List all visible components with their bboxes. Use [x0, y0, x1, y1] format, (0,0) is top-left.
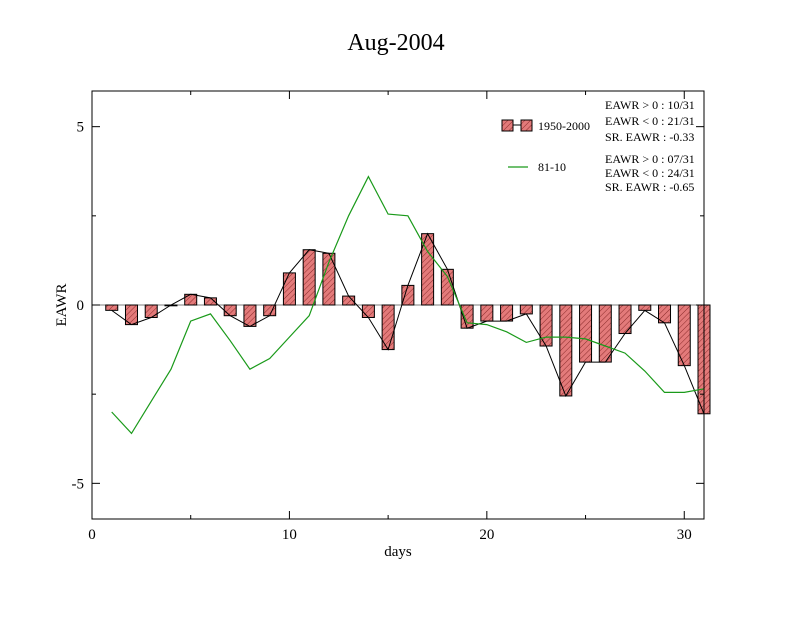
- legend-item-line: 81-10: [508, 160, 566, 174]
- x-axis-label: days: [384, 544, 412, 560]
- axes: 0 10 20 30 -5 0 5: [72, 91, 704, 543]
- x-tick-label-0: 0: [88, 527, 96, 543]
- bar-day-28: [638, 304, 652, 311]
- legend-swatch-bars-right: [520, 119, 533, 132]
- y-tick-label-5: 5: [77, 120, 85, 136]
- legend-label-line: 81-10: [538, 160, 566, 174]
- series-1950-2000-connector: [111, 232, 705, 414]
- bar-day-21: [500, 304, 514, 322]
- stats-line-positive: EAWR > 0 : 07/31: [605, 152, 695, 166]
- bar-day-3: [144, 304, 158, 318]
- stats-bars-sr: SR. EAWR : -0.33: [605, 130, 694, 144]
- bar-day-5: [184, 293, 198, 306]
- stats-bars-positive: EAWR > 0 : 10/31: [605, 98, 695, 112]
- x-tick-label-10: 10: [282, 527, 297, 543]
- x-tick-label-30: 30: [677, 527, 692, 543]
- bar-day-1: [105, 304, 119, 311]
- bar-day-26: [598, 304, 612, 363]
- legend: 1950-2000 81-10: [501, 119, 590, 174]
- y-tick-label--5: -5: [72, 476, 85, 492]
- stats-line-sr: SR. EAWR : -0.65: [605, 180, 694, 194]
- legend-item-bars: 1950-2000: [501, 119, 590, 133]
- bar-day-25: [579, 304, 593, 363]
- bar-day-7: [223, 304, 237, 317]
- legend-label-bars: 1950-2000: [538, 119, 590, 133]
- x-tick-label-20: 20: [479, 527, 494, 543]
- plot-area: [92, 175, 711, 435]
- series-81-10-line: [111, 175, 705, 435]
- y-axis-label: EAWR: [54, 284, 70, 327]
- stats-bars-negative: EAWR < 0 : 21/31: [605, 114, 695, 128]
- bar-day-8: [243, 304, 257, 327]
- bar-day-20: [480, 304, 494, 322]
- bar-day-16: [401, 284, 415, 306]
- legend-swatch-bars-left: [501, 119, 514, 132]
- bar-day-22: [519, 304, 533, 315]
- stats-line-negative: EAWR < 0 : 24/31: [605, 166, 695, 180]
- y-tick-label-0: 0: [77, 298, 85, 314]
- chart-title: Aug-2004: [347, 30, 444, 56]
- stats-block: EAWR > 0 : 10/31 EAWR < 0 : 21/31 SR. EA…: [605, 98, 695, 194]
- bar-day-10: [282, 272, 296, 306]
- bar-day-14: [361, 304, 375, 318]
- bar-day-24: [559, 304, 573, 397]
- bar-day-11: [302, 249, 316, 306]
